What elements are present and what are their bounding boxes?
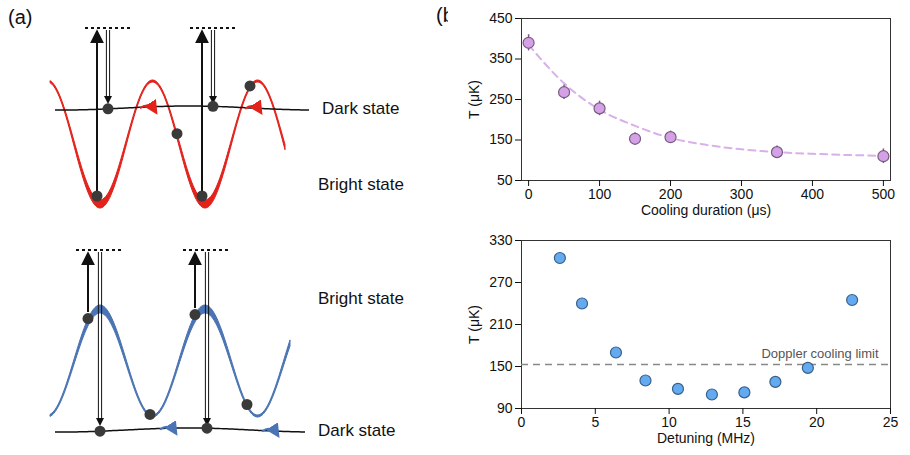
- svg-text:Bright state: Bright state: [318, 175, 404, 194]
- svg-text:350: 350: [489, 50, 513, 66]
- svg-text:25: 25: [883, 414, 899, 430]
- svg-text:Dark state: Dark state: [322, 99, 399, 118]
- svg-text:Bright state: Bright state: [318, 289, 404, 308]
- svg-text:250: 250: [489, 91, 513, 107]
- svg-text:150: 150: [489, 358, 513, 374]
- svg-text:150: 150: [489, 131, 513, 147]
- svg-text:Detuning (MHz): Detuning (MHz): [657, 430, 755, 446]
- svg-text:270: 270: [489, 274, 513, 290]
- svg-text:5: 5: [591, 414, 599, 430]
- svg-text:10: 10: [661, 414, 677, 430]
- svg-text:330: 330: [489, 232, 513, 248]
- html-text:(b): (b): [436, 4, 461, 26]
- svg-text:20: 20: [809, 414, 825, 430]
- svg-text:(a): (a): [8, 6, 32, 28]
- svg-text:210: 210: [489, 316, 513, 332]
- svg-text:400: 400: [801, 186, 825, 202]
- svg-text:Doppler cooling limit: Doppler cooling limit: [761, 346, 878, 361]
- svg-text:T (μK): T (μK): [466, 80, 482, 119]
- svg-text:300: 300: [730, 186, 754, 202]
- svg-text:Dark state: Dark state: [318, 421, 395, 440]
- svg-text:15: 15: [735, 414, 751, 430]
- svg-text:50: 50: [497, 172, 513, 188]
- svg-text:Cooling duration (μs): Cooling duration (μs): [641, 202, 771, 218]
- svg-text:450: 450: [489, 10, 513, 26]
- svg-text:200: 200: [659, 186, 683, 202]
- svg-text:0: 0: [525, 186, 533, 202]
- svg-text:500: 500: [872, 186, 896, 202]
- svg-text:T (μK): T (μK): [466, 305, 482, 344]
- svg-text:90: 90: [497, 400, 513, 416]
- svg-text:0: 0: [518, 414, 526, 430]
- svg-text:100: 100: [588, 186, 612, 202]
